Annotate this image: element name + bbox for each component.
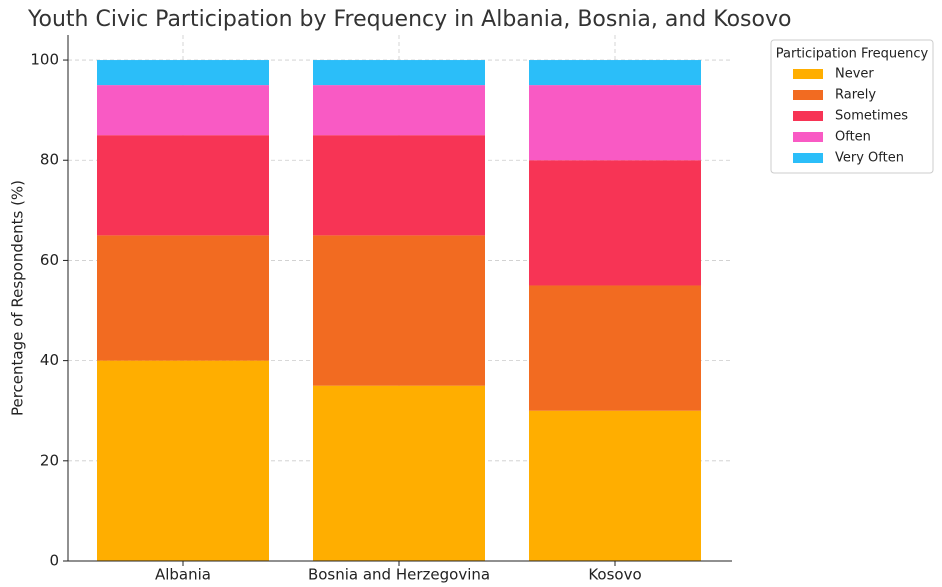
bar-segment <box>529 410 701 561</box>
legend-swatch <box>793 90 823 100</box>
bar-segment <box>313 135 485 236</box>
legend-label: Very Often <box>835 151 904 166</box>
y-axis-label: Percentage of Respondents (%) <box>9 180 27 416</box>
x-tick-label: Albania <box>155 566 211 584</box>
y-tick-label: 20 <box>40 451 59 469</box>
y-tick-label: 80 <box>40 151 59 169</box>
bar-segment <box>313 60 485 86</box>
y-tick-label: 0 <box>49 552 59 570</box>
y-tick-label: 60 <box>40 251 59 269</box>
legend-swatch <box>793 132 823 142</box>
legend-swatch <box>793 69 823 79</box>
bar-segment <box>97 60 269 86</box>
x-tick-label: Kosovo <box>588 566 641 584</box>
chart-title: Youth Civic Participation by Frequency i… <box>27 7 791 32</box>
bar-segment <box>529 85 701 161</box>
bar-segment <box>529 60 701 86</box>
legend-title: Participation Frequency <box>776 47 929 62</box>
legend-swatch <box>793 111 823 121</box>
legend-swatch <box>793 153 823 163</box>
legend-label: Often <box>835 130 871 145</box>
bar-segment <box>97 85 269 136</box>
legend-label: Never <box>835 67 874 82</box>
y-tick-label: 40 <box>40 351 59 369</box>
x-tick-label: Bosnia and Herzegovina <box>308 566 490 584</box>
legend-label: Sometimes <box>835 109 908 124</box>
legend-label: Rarely <box>835 88 876 103</box>
bar-segment <box>313 85 485 136</box>
bar-segment <box>529 285 701 411</box>
bar-segment <box>97 360 269 561</box>
y-tick-label: 100 <box>30 51 59 69</box>
bar-segment <box>313 235 485 386</box>
bar-segment <box>313 385 485 561</box>
bar-segment <box>97 235 269 361</box>
bar-segment <box>529 160 701 286</box>
bar-segment <box>97 135 269 236</box>
